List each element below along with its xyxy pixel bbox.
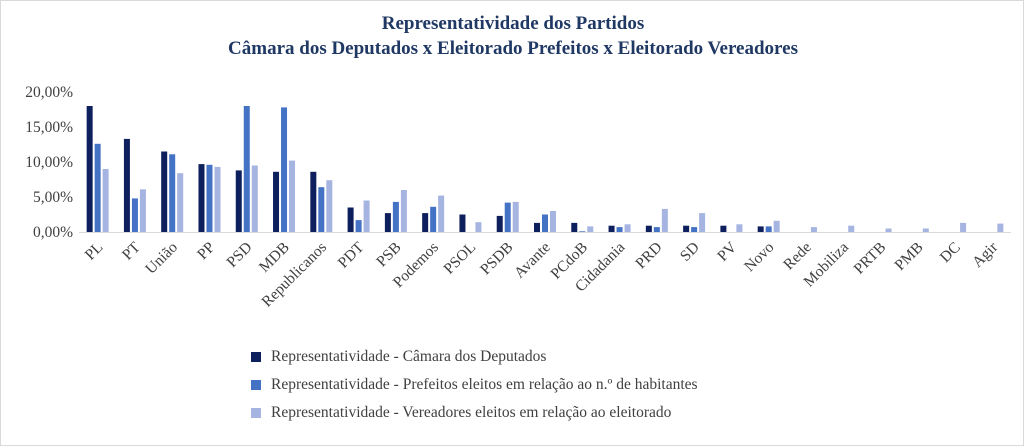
bar — [550, 211, 556, 232]
bar — [653, 227, 660, 232]
bar — [392, 201, 399, 232]
bar — [645, 225, 652, 232]
bar — [318, 187, 325, 232]
bar — [765, 226, 772, 232]
bar — [757, 226, 764, 232]
x-tick-label: União — [142, 239, 181, 278]
bar — [94, 143, 101, 232]
bar — [699, 213, 706, 232]
bar — [214, 166, 221, 232]
legend-label: Representatividade - Prefeitos eleitos e… — [271, 376, 698, 393]
bar — [347, 207, 354, 232]
bar — [571, 222, 578, 232]
x-tick-label: Avante — [511, 239, 554, 282]
legend-label: Representatividade - Câmara dos Deputado… — [271, 348, 547, 365]
bar — [885, 228, 892, 232]
bar — [161, 151, 168, 232]
bar — [624, 224, 631, 232]
x-tick-label: PDT — [335, 238, 368, 271]
y-tick-label: 20,00% — [25, 84, 73, 101]
bar — [459, 214, 466, 232]
bar — [86, 106, 93, 232]
x-tick-label: PRTB — [851, 239, 890, 278]
legend-label: Representatividade - Vereadores eleitos … — [271, 404, 672, 421]
y-tick-label: 15,00% — [25, 119, 73, 136]
bar — [169, 154, 176, 232]
bar — [616, 227, 623, 232]
bar — [960, 222, 967, 232]
x-tick-label: PRD — [632, 239, 665, 272]
bar — [661, 208, 668, 232]
bar — [922, 228, 929, 232]
x-tick-label: PL — [82, 239, 107, 264]
bar — [496, 215, 503, 232]
bar — [310, 171, 317, 232]
bar — [691, 227, 698, 232]
bar — [400, 190, 407, 232]
bar — [355, 220, 362, 232]
x-tick-label: SD — [677, 239, 703, 265]
x-tick-label: PP — [194, 239, 218, 263]
bar — [534, 222, 540, 232]
bar — [773, 220, 780, 232]
x-tick-label: PV — [714, 238, 741, 265]
bar — [579, 231, 586, 232]
bar — [123, 138, 130, 232]
chart-title: Representatividade dos Partidos — [381, 13, 645, 34]
chart-subtitle: Câmara dos Deputados x Eleitorado Prefei… — [228, 38, 798, 59]
legend-item: Representatividade - Prefeitos eleitos e… — [251, 371, 698, 399]
legend-item: Representatividade - Câmara dos Deputado… — [251, 343, 698, 371]
legend-item: Representatividade - Vereadores eleitos … — [251, 399, 698, 427]
bar — [683, 225, 690, 232]
y-tick-label: 5,00% — [33, 189, 73, 206]
bar — [422, 213, 429, 232]
x-tick-label: PSOL — [440, 239, 479, 278]
bar — [504, 202, 511, 232]
y-tick-label: 10,00% — [25, 154, 73, 171]
bar — [475, 222, 482, 232]
bar — [206, 164, 213, 232]
legend-swatch — [251, 380, 261, 390]
x-tick-label: PSDB — [477, 239, 516, 278]
bar — [810, 227, 817, 232]
legend-swatch — [251, 352, 261, 362]
x-tick-label: Novo — [741, 239, 778, 276]
bar — [608, 225, 615, 232]
x-tick-label: PT — [119, 238, 144, 263]
bar — [273, 171, 280, 232]
bar — [542, 214, 548, 232]
bar — [848, 225, 855, 232]
bar — [131, 198, 138, 232]
bar — [587, 226, 594, 232]
bar — [177, 173, 184, 232]
bar — [326, 180, 333, 232]
bar — [363, 200, 370, 232]
bar — [251, 165, 258, 232]
bar — [384, 213, 391, 232]
bar — [736, 224, 743, 232]
legend-swatch — [251, 408, 261, 418]
bar — [139, 189, 146, 232]
x-tick-label: Agir — [969, 238, 1002, 271]
x-tick-label: PSD — [223, 239, 255, 271]
x-tick-label: PMB — [891, 239, 926, 274]
chart-title-block: Representatividade dos Partidos Câmara d… — [1, 11, 1024, 61]
bar — [997, 223, 1004, 232]
bar — [438, 195, 445, 232]
bar — [198, 164, 205, 232]
y-tick-label: 0,00% — [33, 224, 73, 241]
bar — [512, 201, 519, 232]
bar — [102, 169, 109, 232]
x-tick-label: PSB — [373, 239, 405, 271]
bar — [720, 225, 727, 232]
bar — [243, 106, 250, 232]
bar — [430, 206, 437, 232]
x-tick-label: DC — [937, 239, 964, 266]
chart-legend: Representatividade - Câmara dos Deputado… — [251, 343, 698, 427]
bar — [235, 170, 242, 232]
bar — [289, 160, 296, 232]
bar — [281, 107, 288, 232]
